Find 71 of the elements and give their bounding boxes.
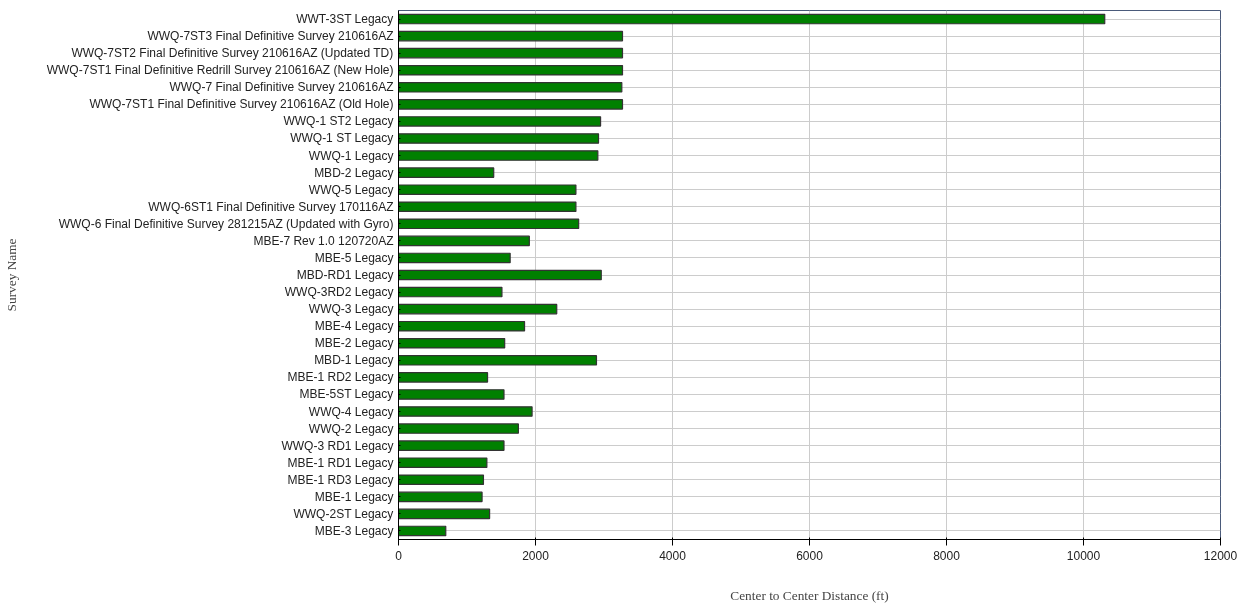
y-tick-label: MBE-7 Rev 1.0 120720AZ xyxy=(253,233,394,248)
y-tick-label: WWQ-3 RD1 Legacy xyxy=(281,438,394,453)
x-axis-title: Center to Center Distance (ft) xyxy=(730,587,889,603)
bar xyxy=(398,474,485,486)
y-tick-label: WWQ-4 Legacy xyxy=(308,404,394,419)
bar xyxy=(398,457,488,468)
y-tick-label: WWQ-5 Legacy xyxy=(308,182,394,197)
y-tick-label: MBE-4 Legacy xyxy=(314,319,394,334)
y-tick-label: WWQ-3RD2 Legacy xyxy=(284,285,394,300)
bar xyxy=(398,406,533,417)
y-tick-label: WWQ-7ST1 Final Definitive Redrill Survey 210616AZ (New Hole) xyxy=(46,63,394,78)
bar xyxy=(398,64,624,76)
bar xyxy=(398,286,503,298)
y-tick-label: WWQ-2 Legacy xyxy=(308,421,394,436)
bar xyxy=(398,184,577,195)
x-tick-label: 6000 xyxy=(796,548,824,563)
bar xyxy=(398,13,1106,25)
y-tick-label: WWQ-6 Final Definitive Survey 281215AZ (Updated with Gyro) xyxy=(58,216,394,231)
y-tick-label: MBE-1 RD2 Legacy xyxy=(287,370,394,385)
y-tick-label: WWQ-1 ST Legacy xyxy=(290,131,394,146)
bar xyxy=(398,150,599,161)
y-tick-label: MBE-1 RD3 Legacy xyxy=(287,472,394,487)
y-tick-label: MBE-1 RD1 Legacy xyxy=(287,455,394,470)
x-tick-label: 8000 xyxy=(933,548,961,563)
y-tick-label: WWQ-7 Final Definitive Survey 210616AZ xyxy=(169,80,394,95)
bar xyxy=(398,423,519,434)
bar xyxy=(398,235,530,247)
bar xyxy=(398,508,491,520)
y-tick-label: MBE-1 Legacy xyxy=(314,489,394,504)
bar xyxy=(398,303,558,315)
x-tick-label: 4000 xyxy=(659,548,687,563)
y-tick-label: MBD-1 Legacy xyxy=(314,353,394,368)
bar xyxy=(398,355,598,366)
bar xyxy=(398,269,602,281)
y-tick-label: WWT-3ST Legacy xyxy=(296,12,394,27)
y-tick-label: MBD-RD1 Legacy xyxy=(296,268,394,282)
bar xyxy=(398,133,600,144)
bar xyxy=(398,491,483,503)
y-tick-label: WWQ-7ST2 Final Definitive Survey 210616AZ (Updated TD) xyxy=(71,46,394,61)
bar xyxy=(398,201,577,213)
x-tick-label: 12000 xyxy=(1203,548,1238,563)
y-tick-label: MBD-2 Legacy xyxy=(314,165,394,180)
bar xyxy=(398,47,624,59)
bar xyxy=(398,525,447,537)
y-tick-label: WWQ-2ST Legacy xyxy=(293,506,394,521)
bar xyxy=(398,82,623,93)
bar xyxy=(398,337,506,349)
y-tick-label: WWQ-1 ST2 Legacy xyxy=(283,114,394,129)
x-tick-label: 0 xyxy=(395,548,403,563)
y-axis-title: Survey Name xyxy=(3,238,19,312)
y-tick-label: WWQ-7ST3 Final Definitive Survey 210616AZ xyxy=(147,29,394,44)
y-tick-label: WWQ-7ST1 Final Definitive Survey 210616AZ (Old Hole) xyxy=(89,97,394,112)
bar xyxy=(398,252,511,264)
y-tick-label: MBE-5ST Legacy xyxy=(299,387,394,402)
y-tick-label: MBE-3 Legacy xyxy=(314,523,394,538)
y-tick-label: WWQ-1 Legacy xyxy=(308,148,394,163)
bar xyxy=(398,320,526,332)
y-tick-label: WWQ-3 Legacy xyxy=(308,302,394,317)
bar xyxy=(398,30,624,42)
y-tick-label: WWQ-6ST1 Final Definitive Survey 170116AZ xyxy=(148,199,394,214)
bar xyxy=(398,389,505,400)
x-tick-label: 2000 xyxy=(522,548,550,563)
bar xyxy=(398,440,505,451)
bar xyxy=(398,116,602,127)
y-tick-label: MBE-5 Legacy xyxy=(314,250,394,265)
x-tick-label: 10000 xyxy=(1066,548,1101,563)
y-tick-label: MBE-2 Legacy xyxy=(314,336,394,351)
bar xyxy=(398,167,495,178)
bar xyxy=(398,218,580,230)
bar xyxy=(398,372,489,383)
bar xyxy=(398,99,624,110)
